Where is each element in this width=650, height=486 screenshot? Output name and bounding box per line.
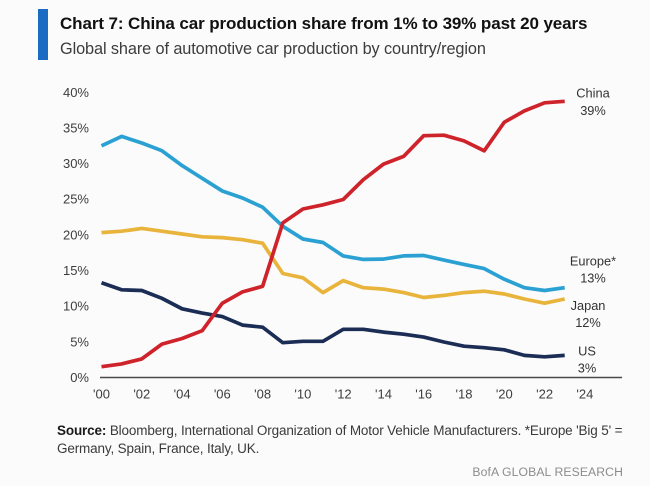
svg-text:'08: '08 <box>254 387 271 402</box>
svg-text:35%: 35% <box>63 120 89 135</box>
svg-text:39%: 39% <box>580 103 606 118</box>
svg-text:20%: 20% <box>63 227 89 242</box>
svg-text:'12: '12 <box>335 387 352 402</box>
svg-text:'22: '22 <box>536 387 553 402</box>
svg-text:13%: 13% <box>580 271 606 286</box>
svg-text:'24: '24 <box>576 387 593 402</box>
svg-text:3%: 3% <box>578 361 597 376</box>
svg-text:25%: 25% <box>63 192 89 207</box>
svg-text:'04: '04 <box>174 387 191 402</box>
svg-text:0%: 0% <box>70 370 89 385</box>
svg-text:'10: '10 <box>294 387 311 402</box>
svg-text:Japan: Japan <box>571 298 606 313</box>
svg-text:'20: '20 <box>496 387 513 402</box>
svg-text:'02: '02 <box>133 387 150 402</box>
svg-text:30%: 30% <box>63 156 89 171</box>
svg-text:40%: 40% <box>63 85 89 100</box>
svg-text:US: US <box>578 344 596 359</box>
svg-text:China: China <box>576 85 610 100</box>
svg-text:'14: '14 <box>375 387 392 402</box>
svg-text:'00: '00 <box>93 387 110 402</box>
svg-text:12%: 12% <box>575 315 601 330</box>
svg-text:15%: 15% <box>63 263 89 278</box>
svg-text:5%: 5% <box>70 334 89 349</box>
svg-text:'18: '18 <box>456 387 473 402</box>
svg-text:'16: '16 <box>415 387 432 402</box>
svg-text:10%: 10% <box>63 299 89 314</box>
svg-text:Europe*: Europe* <box>570 254 616 269</box>
svg-text:'06: '06 <box>214 387 231 402</box>
